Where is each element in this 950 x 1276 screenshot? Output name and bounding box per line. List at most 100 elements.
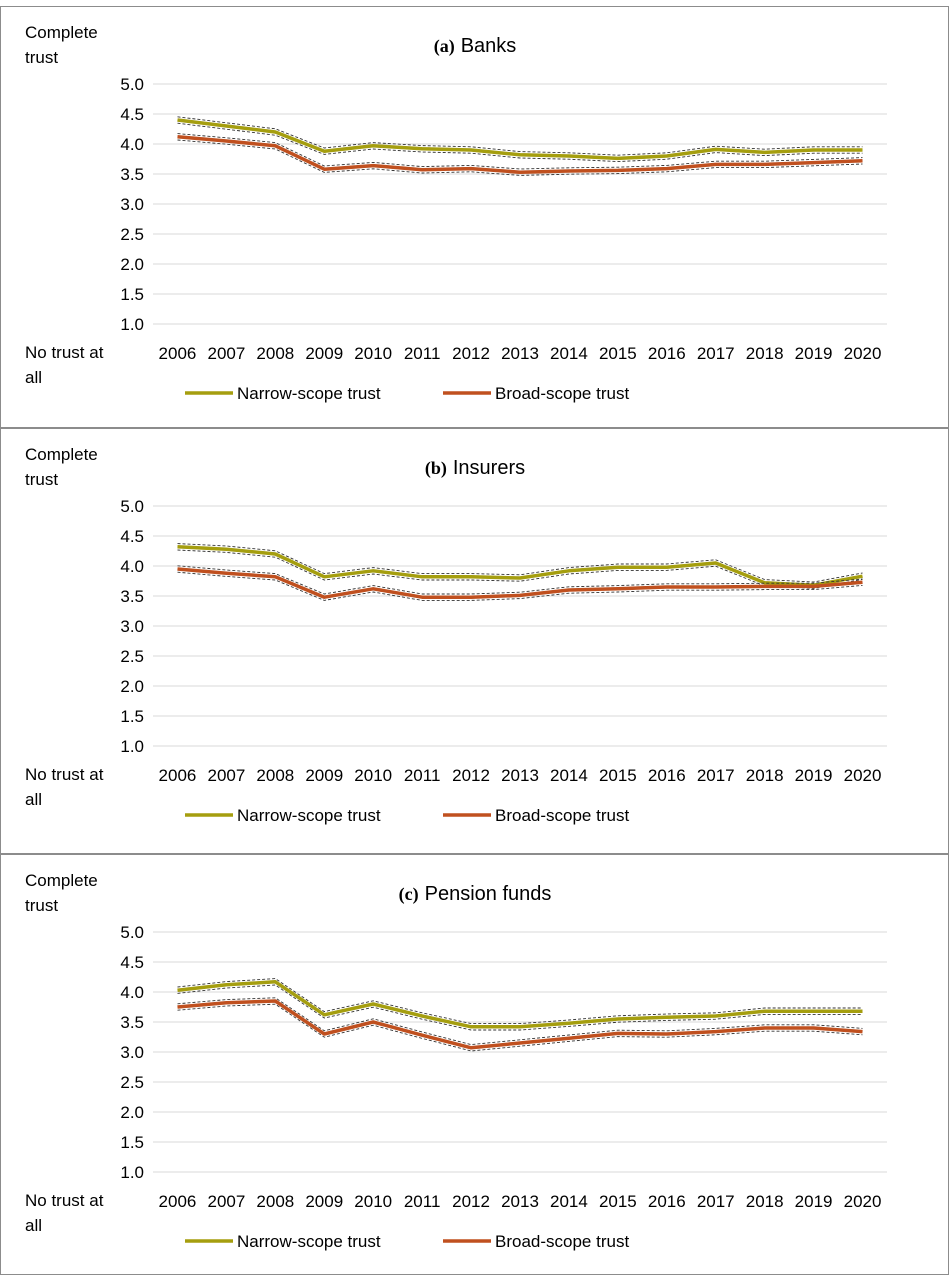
y-label-bottom-line: No trust at <box>25 765 104 784</box>
x-tick-label: 2008 <box>256 766 294 785</box>
x-tick-label: 2018 <box>746 344 784 363</box>
confidence-bound-line <box>177 122 863 163</box>
y-label-top-line: trust <box>25 48 58 67</box>
y-label-top-line: trust <box>25 470 58 489</box>
y-tick-label: 3.0 <box>120 195 144 214</box>
legend-item: Broad-scope trust <box>443 1232 629 1251</box>
y-tick-label: 2.0 <box>120 255 144 274</box>
x-tick-label: 2017 <box>697 344 735 363</box>
x-tick-label: 2008 <box>256 1192 294 1211</box>
x-tick-label: 2011 <box>404 1192 441 1211</box>
x-tick-label: 2015 <box>599 766 637 785</box>
x-tick-label: 2012 <box>452 344 490 363</box>
y-tick-label: 3.5 <box>120 1013 144 1032</box>
confidence-bound-line <box>177 543 863 583</box>
x-tick-label: 2006 <box>159 766 197 785</box>
x-tick-label: 2016 <box>648 1192 686 1211</box>
x-tick-label: 2016 <box>648 344 686 363</box>
x-tick-label: 2012 <box>452 1192 490 1211</box>
x-tick-label: 2007 <box>207 1192 245 1211</box>
x-tick-label: 2009 <box>305 766 343 785</box>
confidence-bound-line <box>177 116 863 156</box>
y-tick-label: 2.0 <box>120 677 144 696</box>
series-broad-scope-trust <box>177 997 863 1052</box>
y-tick-label: 2.0 <box>120 1103 144 1122</box>
y-tick-label: 5.0 <box>120 923 144 942</box>
y-label-bottom-line: all <box>25 1216 42 1235</box>
chart-title-text: Insurers <box>453 457 525 479</box>
y-tick-label: 4.0 <box>120 557 144 576</box>
x-tick-label: 2010 <box>354 766 392 785</box>
confidence-bound-line <box>177 133 863 170</box>
y-label-bottom-line: all <box>25 790 42 809</box>
legend-label: Narrow-scope trust <box>237 806 381 825</box>
chart-svg-insurers: (b) Insurers Complete trust No trust at all 1.… <box>25 445 887 825</box>
x-tick-label: 2007 <box>207 766 245 785</box>
y-tick-label: 1.5 <box>120 1133 144 1152</box>
chart-title-letter: (a) <box>434 36 455 57</box>
legend-label: Broad-scope trust <box>495 1232 629 1251</box>
chart-title: (b) Insurers <box>425 457 525 479</box>
x-tick-label: 2019 <box>795 1192 833 1211</box>
x-tick-label: 2017 <box>697 766 735 785</box>
y-tick-label: 1.0 <box>120 737 144 756</box>
y-tick-label: 3.0 <box>120 617 144 636</box>
y-tick-label: 3.5 <box>120 587 144 606</box>
confidence-bound-line <box>177 565 863 595</box>
x-tick-label: 2016 <box>648 766 686 785</box>
legend-item: Broad-scope trust <box>443 806 629 825</box>
series-narrow-scope-trust <box>177 978 863 1031</box>
x-tick-label: 2010 <box>354 344 392 363</box>
x-tick-label: 2006 <box>159 1192 197 1211</box>
y-label-top-line: Complete <box>25 23 98 42</box>
legend-item: Narrow-scope trust <box>185 384 381 403</box>
confidence-bound-line <box>177 1003 863 1052</box>
y-label-top-line: Complete <box>25 445 98 464</box>
x-tick-label: 2015 <box>599 1192 637 1211</box>
chart-title: (a) Banks <box>434 35 517 57</box>
x-tick-label: 2012 <box>452 766 490 785</box>
legend-label: Broad-scope trust <box>495 806 629 825</box>
x-tick-label: 2006 <box>159 344 197 363</box>
legend-label: Broad-scope trust <box>495 384 629 403</box>
x-tick-label: 2019 <box>795 766 833 785</box>
chart-panel-insurers: (b) Insurers Complete trust No trust at all 1.… <box>0 428 949 854</box>
x-tick-label: 2020 <box>844 344 882 363</box>
chart-panel-pension-funds: (c) Pension funds Complete trust No trust at… <box>0 854 949 1275</box>
legend-item: Narrow-scope trust <box>185 1232 381 1251</box>
x-tick-label: 2014 <box>550 344 588 363</box>
x-tick-label: 2018 <box>746 766 784 785</box>
x-tick-label: 2019 <box>795 344 833 363</box>
x-tick-label: 2009 <box>305 1192 343 1211</box>
x-tick-label: 2010 <box>354 1192 392 1211</box>
y-tick-label: 2.5 <box>120 1073 144 1092</box>
x-tick-label: 2018 <box>746 1192 784 1211</box>
y-tick-label: 2.5 <box>120 647 144 666</box>
y-tick-label: 5.0 <box>120 497 144 516</box>
y-label-top-line: trust <box>25 896 58 915</box>
chart-svg-banks: (a) Banks Complete trust No trust at all 1.0 1.… <box>25 23 887 403</box>
y-tick-label: 2.5 <box>120 225 144 244</box>
series-line <box>177 999 863 1050</box>
confidence-bound-line <box>177 997 863 1046</box>
legend-item: Broad-scope trust <box>443 384 629 403</box>
confidence-bound-line <box>177 549 863 589</box>
x-tick-label: 2008 <box>256 344 294 363</box>
confidence-bound-line <box>177 571 863 601</box>
chart-title-text: Pension funds <box>425 883 552 905</box>
series-line <box>177 118 863 161</box>
x-tick-label: 2014 <box>550 1192 588 1211</box>
y-tick-label: 4.5 <box>120 953 144 972</box>
series-line <box>177 567 863 599</box>
x-tick-label: 2013 <box>501 766 539 785</box>
y-tick-label: 4.5 <box>120 105 144 124</box>
y-tick-label: 1.0 <box>120 1163 144 1182</box>
legend-item: Narrow-scope trust <box>185 806 381 825</box>
y-label-bottom-line: No trust at <box>25 1191 104 1210</box>
chart-title-text: Banks <box>461 35 517 57</box>
x-tick-label: 2011 <box>404 344 441 363</box>
y-tick-label: 4.0 <box>120 135 144 154</box>
y-tick-label: 3.5 <box>120 165 144 184</box>
y-tick-label: 1.0 <box>120 315 144 334</box>
series-broad-scope-trust <box>177 565 863 601</box>
